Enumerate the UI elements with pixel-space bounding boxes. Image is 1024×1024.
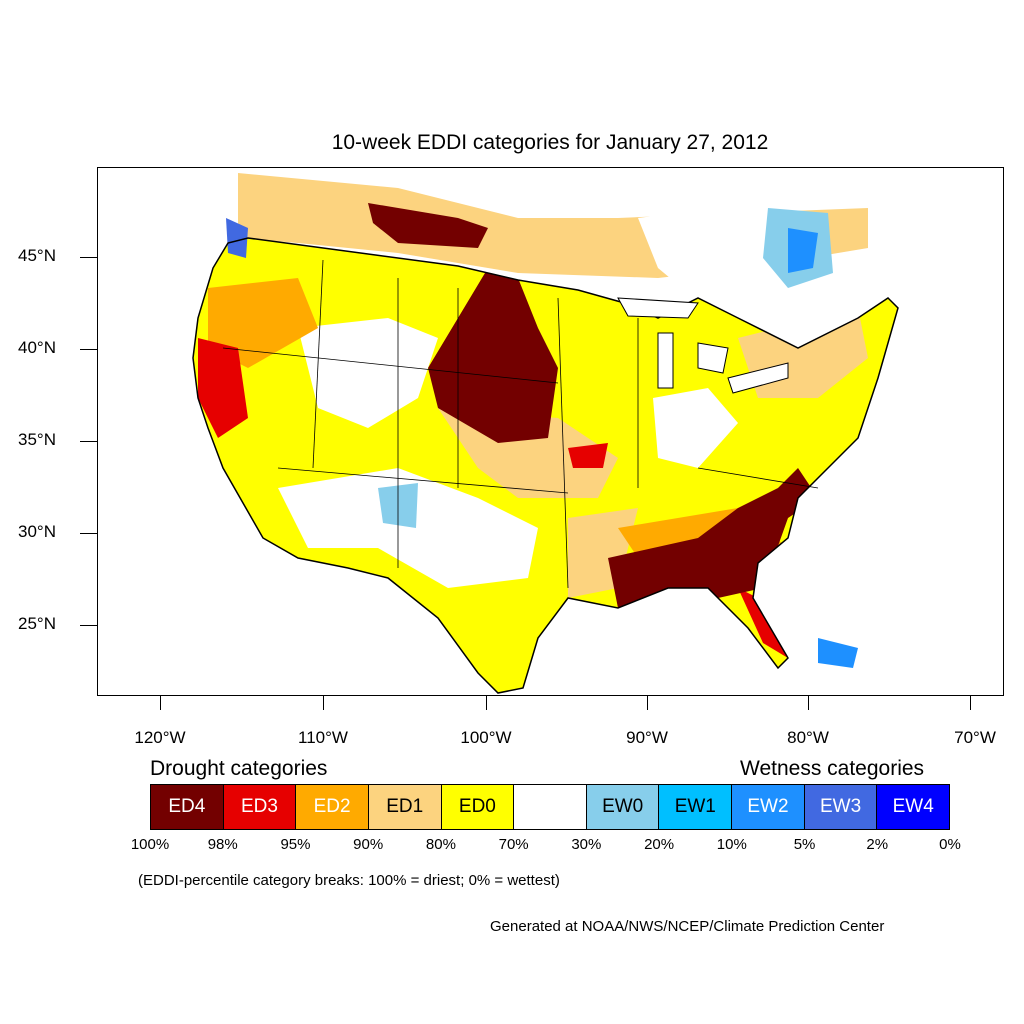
- white-region-southwest: [278, 468, 538, 588]
- legend-break-label: 2%: [866, 836, 889, 853]
- lon-label-70w: 70°W: [954, 728, 996, 747]
- category-note: (EDDI-percentile category breaks: 100% =…: [138, 872, 560, 889]
- legend-swatch: EW4: [877, 785, 950, 829]
- lon-tick: [970, 696, 971, 710]
- state-boundaries: [222, 259, 819, 589]
- legend-break-label: 5%: [793, 836, 816, 853]
- ed4-region-baja: [303, 578, 388, 678]
- lat-tick: [80, 625, 97, 626]
- eddi-map: [192, 173, 899, 694]
- lat-label-25n: 25°N: [18, 614, 56, 633]
- wetness-categories-heading: Wetness categories: [740, 757, 925, 780]
- lon-tick: [323, 696, 324, 710]
- legend-swatch: EW3: [804, 785, 878, 829]
- lon-tick: [808, 696, 809, 710]
- legend-break-label: 95%: [280, 836, 311, 853]
- legend-break-label: 98%: [207, 836, 238, 853]
- credit-line: Generated at NOAA/NWS/NCEP/Climate Predi…: [490, 918, 885, 935]
- lon-label-100w: 100°W: [460, 728, 512, 747]
- wet-region-pacific-nw: [226, 218, 248, 258]
- lat-tick: [80, 441, 97, 442]
- legend-swatch: ED1: [368, 785, 442, 829]
- lat-tick: [80, 257, 97, 258]
- legend-swatch: EW0: [586, 785, 660, 829]
- us-outline: [192, 237, 899, 694]
- lat-label-35n: 35°N: [18, 430, 56, 449]
- legend-break-label: 30%: [571, 836, 602, 853]
- ed3-region-florida: [738, 588, 788, 658]
- wet-region-bahamas: [818, 638, 858, 668]
- legend-break-label: 0%: [939, 836, 961, 853]
- legend-break-label: 80%: [425, 836, 456, 853]
- lon-tick: [647, 696, 648, 710]
- ed2-region-west: [208, 278, 318, 368]
- lon-tick: [160, 696, 161, 710]
- legend-swatch: ED0: [441, 785, 515, 829]
- legend-swatch: EW2: [732, 785, 805, 829]
- legend-swatch: ED3: [223, 785, 297, 829]
- lat-tick: [80, 349, 97, 350]
- legend-break-label: 10%: [716, 836, 747, 853]
- ed4-region-canada: [368, 203, 488, 248]
- lon-label-90w: 90°W: [626, 728, 668, 747]
- lat-label-40n: 40°N: [18, 338, 56, 357]
- ed3-region-arkansas: [568, 443, 608, 468]
- lon-label-110w: 110°W: [298, 728, 348, 747]
- white-region-ohio-valley: [653, 388, 738, 468]
- map-title: 10-week EDDI categories for January 27, …: [331, 131, 769, 154]
- white-region-west: [298, 318, 438, 428]
- map-panel: [97, 167, 1004, 696]
- lat-tick: [80, 533, 97, 534]
- great-lakes: [617, 297, 789, 394]
- lon-tick: [486, 696, 487, 710]
- ed4-region-great-plains: [428, 268, 558, 443]
- legend-break-label: 20%: [644, 836, 675, 853]
- legend-swatch: EW1: [659, 785, 733, 829]
- lat-label-45n: 45°N: [18, 246, 56, 265]
- legend-break-label: 90%: [353, 836, 384, 853]
- legend-colorbar: ED4 ED3 ED2 ED1 ED0 EW0 EW1 EW2 EW3 EW4: [150, 784, 950, 830]
- legend-swatch: ED4: [151, 785, 224, 829]
- ed3-region-california: [198, 338, 248, 438]
- legend-break-label: 70%: [498, 836, 529, 853]
- lon-label-120w: 120°W: [134, 728, 186, 747]
- legend-break-label: 100%: [130, 836, 170, 853]
- lon-label-80w: 80°W: [787, 728, 829, 747]
- legend-swatch: ED2: [296, 785, 369, 829]
- wet-region-quebec-core: [788, 228, 818, 273]
- drought-categories-heading: Drought categories: [150, 757, 328, 780]
- lat-label-30n: 30°N: [18, 522, 56, 541]
- legend-swatch: [514, 785, 587, 829]
